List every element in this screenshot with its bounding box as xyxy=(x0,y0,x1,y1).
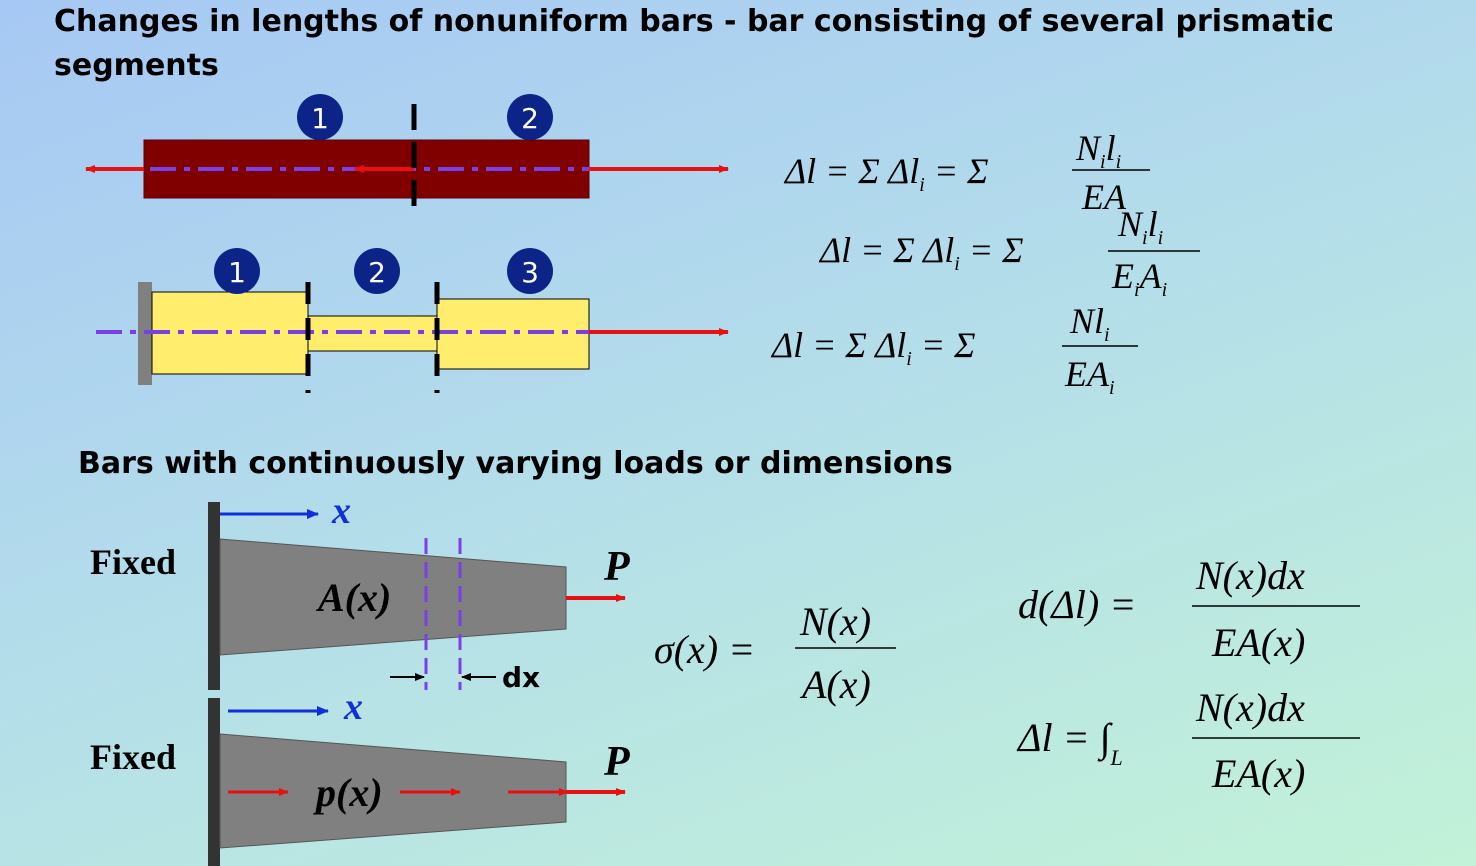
fixed-label-2: Fixed xyxy=(90,737,176,777)
svg-text:EiAi: EiAi xyxy=(1111,256,1167,301)
svg-text:Nili: Nili xyxy=(1117,204,1163,249)
fixed-label-1: Fixed xyxy=(90,542,176,582)
formula-1: Δl = Σ Δli = Σ Nili EA xyxy=(783,128,1150,217)
svg-text:A(x): A(x) xyxy=(799,662,871,707)
tapered-bar-area-diagram: x Fixed A(x) dx P xyxy=(90,490,630,694)
svg-text:Nli: Nli xyxy=(1069,301,1110,346)
fixed-wall-1 xyxy=(208,502,220,690)
tapered-bar-load-diagram: x Fixed p(x) P xyxy=(90,686,630,866)
force-P-label-1: P xyxy=(603,544,630,590)
segment-badge-2: 2 xyxy=(354,248,400,294)
force-P-label-2: P xyxy=(603,739,630,785)
svg-text:Nili: Nili xyxy=(1075,128,1121,173)
distributed-load-label: p(x) xyxy=(313,770,383,815)
svg-text:Δl = Σ Δli = Σ: Δl = Σ Δli = Σ xyxy=(770,325,976,370)
svg-text:EAi: EAi xyxy=(1064,354,1115,399)
segment-badge-label: 3 xyxy=(521,256,539,289)
x-label-1: x xyxy=(331,490,351,532)
fixed-wall-2 xyxy=(208,698,220,866)
svg-text:EA: EA xyxy=(1081,177,1127,217)
segment-badge-2: 2 xyxy=(507,94,553,140)
total-elongation-formula: Δl = ∫L N(x)dx EA(x) xyxy=(1016,685,1360,796)
svg-text:d(Δl) =: d(Δl) = xyxy=(1018,582,1136,627)
segment-badge-1: 1 xyxy=(297,94,343,140)
top-bar-diagram: 1 2 xyxy=(85,94,729,216)
svg-text:Δl = Σ Δli = Σ: Δl = Σ Δli = Σ xyxy=(783,151,989,196)
segment-badge-label: 1 xyxy=(228,256,246,289)
svg-text:N(x): N(x) xyxy=(799,599,871,644)
segment-badge-label: 1 xyxy=(311,102,329,135)
tapered-bar-2 xyxy=(219,733,567,849)
x-label-2: x xyxy=(343,686,363,728)
formula-3: Δl = Σ Δli = Σ Nli EAi xyxy=(770,301,1138,399)
formula-2: Δl = Σ Δli = Σ Nili EiAi xyxy=(818,204,1200,301)
svg-text:N(x)dx: N(x)dx xyxy=(1195,685,1305,730)
middle-bar-diagram: 1 2 3 xyxy=(96,248,729,393)
svg-text:σ(x) =: σ(x) = xyxy=(654,627,755,672)
area-label: A(x) xyxy=(315,575,391,620)
elongation-element-formula: d(Δl) = N(x)dx EA(x) xyxy=(1018,553,1360,665)
section-heading: Bars with continuously varying loads or … xyxy=(78,446,953,481)
svg-text:Δl = Σ Δli = Σ: Δl = Σ Δli = Σ xyxy=(818,230,1024,275)
tapered-bar-1 xyxy=(219,538,567,656)
svg-text:Δl = ∫L: Δl = ∫L xyxy=(1016,715,1123,770)
dx-label: dx xyxy=(502,661,540,694)
segment-badge-label: 2 xyxy=(521,102,539,135)
segment-badge-1: 1 xyxy=(214,248,260,294)
stress-formula: σ(x) = N(x) A(x) xyxy=(654,599,896,707)
svg-text:EA(x): EA(x) xyxy=(1211,620,1305,665)
page-title: Changes in lengths of nonuniform bars - … xyxy=(54,4,1334,83)
svg-text:EA(x): EA(x) xyxy=(1211,751,1305,796)
segment-badge-label: 2 xyxy=(368,256,386,289)
svg-text:N(x)dx: N(x)dx xyxy=(1195,553,1305,598)
segment-badge-3: 3 xyxy=(507,248,553,294)
